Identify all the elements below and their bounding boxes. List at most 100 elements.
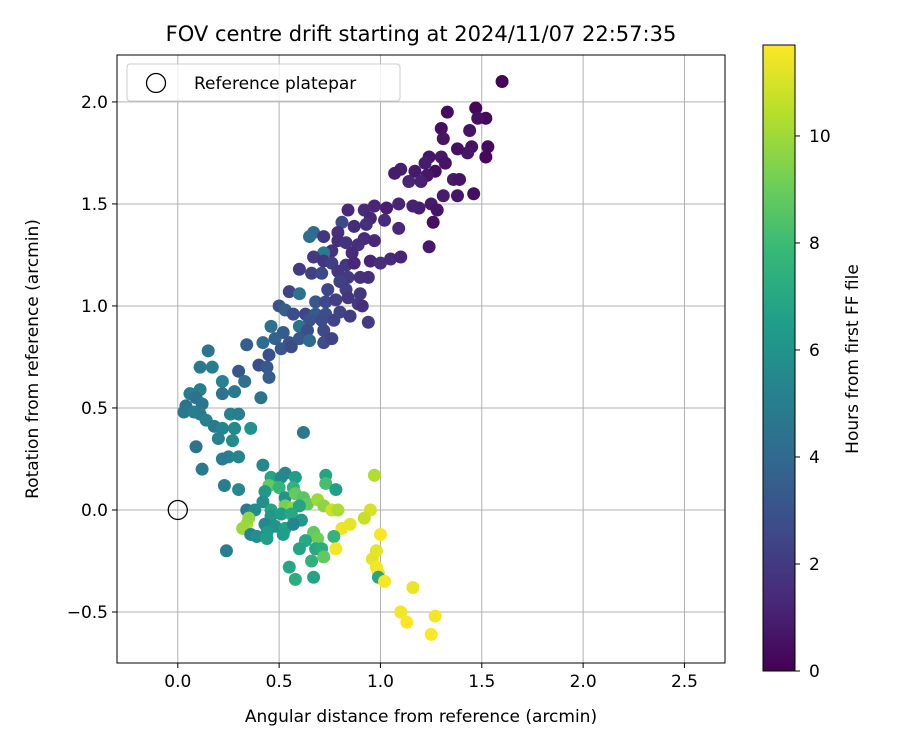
data-point <box>471 111 485 125</box>
data-point <box>219 544 233 558</box>
data-point <box>195 462 209 476</box>
data-point <box>380 201 394 215</box>
data-point <box>345 246 359 260</box>
data-point <box>317 550 331 564</box>
data-point <box>329 483 343 497</box>
data-point <box>256 336 270 350</box>
data-point <box>232 483 246 497</box>
data-point <box>327 313 341 327</box>
data-point <box>292 332 306 346</box>
data-point <box>400 615 414 629</box>
data-point <box>373 256 387 270</box>
chart-title: FOV centre drift starting at 2024/11/07 … <box>166 22 677 46</box>
data-point <box>288 572 302 586</box>
colorbar-label: Hours from first FF file <box>843 264 863 454</box>
data-point <box>426 215 440 229</box>
data-point <box>367 199 381 213</box>
data-point <box>228 421 242 435</box>
data-point <box>215 387 229 401</box>
data-point <box>361 315 375 329</box>
data-point <box>418 156 432 170</box>
data-point <box>307 570 321 584</box>
data-point <box>450 142 464 156</box>
reference-platepar-marker <box>167 499 188 521</box>
colorbar-gradient <box>762 44 796 672</box>
legend-label: Reference platepar <box>194 74 356 94</box>
y-axis-ticks: −0.5 0.0 0.5 1.0 1.5 2.0 <box>67 93 117 623</box>
data-point <box>388 166 402 180</box>
y-tick-label: 2.0 <box>81 93 108 113</box>
data-point <box>303 230 317 244</box>
x-tick-label: 1.0 <box>367 672 394 692</box>
data-point <box>292 499 306 513</box>
data-point <box>309 295 323 309</box>
data-point <box>292 542 306 556</box>
data-point <box>463 123 477 137</box>
y-tick-label: 1.5 <box>81 195 108 215</box>
data-point <box>215 452 229 466</box>
data-point <box>215 421 229 435</box>
data-point <box>238 374 252 388</box>
x-tick-label: 0.5 <box>266 672 293 692</box>
data-point <box>278 466 292 480</box>
data-point <box>201 344 215 358</box>
data-point <box>378 574 392 588</box>
data-point <box>402 174 416 188</box>
data-point <box>317 323 331 337</box>
y-tick-label: −0.5 <box>67 603 108 623</box>
data-point <box>378 213 392 227</box>
data-point <box>361 270 375 284</box>
data-point <box>428 609 442 623</box>
x-tick-label: 2.5 <box>671 672 698 692</box>
data-point <box>303 313 317 327</box>
data-point <box>262 370 276 384</box>
colorbar-tick-label: 0 <box>809 662 820 682</box>
data-point <box>353 287 367 301</box>
data-point <box>392 221 406 235</box>
data-point <box>258 485 272 499</box>
data-point <box>296 425 310 439</box>
data-point <box>453 172 467 186</box>
data-point <box>331 503 345 517</box>
data-point <box>438 156 452 170</box>
x-tick-label: 1.5 <box>468 672 495 692</box>
data-point <box>260 532 274 546</box>
data-point <box>408 164 422 178</box>
data-point <box>232 407 246 421</box>
data-point <box>357 511 371 525</box>
data-point <box>406 581 420 595</box>
data-point <box>303 334 317 348</box>
data-point <box>440 105 454 119</box>
data-point <box>311 532 325 546</box>
data-point <box>467 187 481 201</box>
x-axis-ticks: 0.0 0.5 1.0 1.5 2.0 2.5 <box>164 663 698 692</box>
data-point <box>450 189 464 203</box>
data-point <box>240 338 254 352</box>
data-point <box>355 299 369 313</box>
x-tick-label: 0.0 <box>164 672 191 692</box>
data-point <box>301 323 315 337</box>
data-point <box>384 252 398 266</box>
data-point <box>373 527 387 541</box>
data-point <box>394 250 408 264</box>
data-point <box>479 150 493 164</box>
data-point <box>321 283 335 297</box>
data-point <box>189 440 203 454</box>
data-point <box>424 627 438 641</box>
y-tick-label: 0.0 <box>81 501 108 521</box>
data-point <box>341 203 355 217</box>
data-point <box>274 342 288 356</box>
data-point <box>394 605 408 619</box>
data-point <box>481 140 495 154</box>
data-point <box>341 291 355 305</box>
data-point <box>305 266 319 280</box>
data-point <box>268 332 282 346</box>
data-point <box>339 236 353 250</box>
data-point <box>195 397 209 411</box>
data-point <box>434 121 448 135</box>
data-point <box>284 340 298 354</box>
data-point <box>495 75 509 89</box>
colorbar-tick-label: 6 <box>809 341 820 361</box>
